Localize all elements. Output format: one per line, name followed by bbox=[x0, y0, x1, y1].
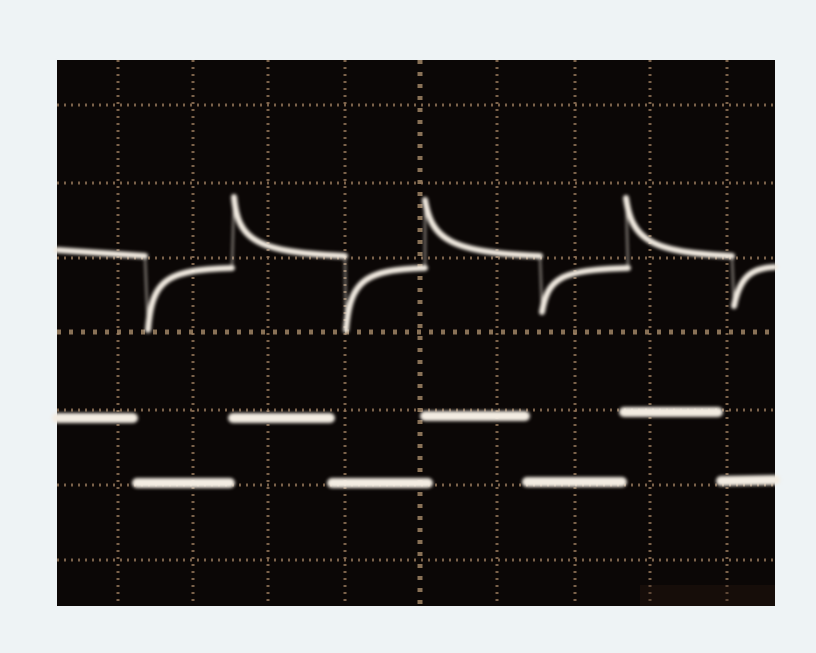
page bbox=[0, 0, 816, 648]
scope-screen bbox=[57, 60, 775, 606]
oscilloscope-photo bbox=[0, 0, 816, 648]
glare bbox=[640, 585, 775, 606]
